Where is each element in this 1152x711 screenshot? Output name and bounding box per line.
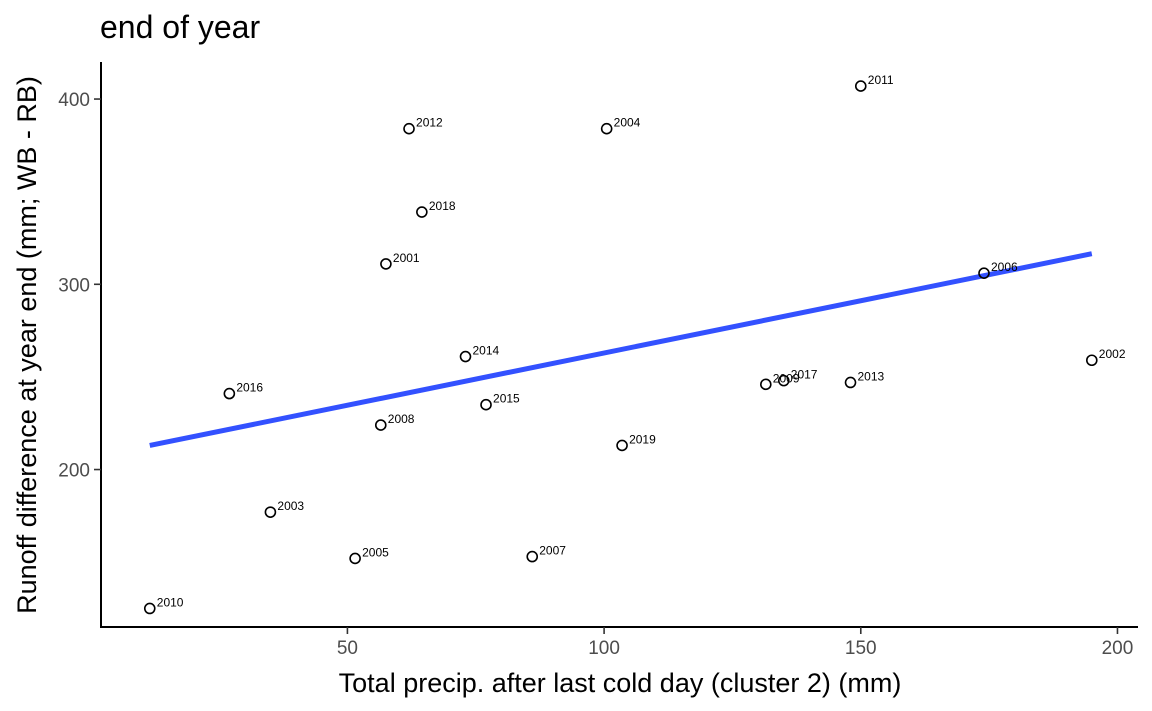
point-label: 2019 bbox=[629, 432, 656, 446]
point-label: 2013 bbox=[858, 369, 885, 383]
x-tick-label: 200 bbox=[1102, 638, 1134, 659]
point-label: 2016 bbox=[236, 381, 263, 395]
point-label: 2017 bbox=[791, 368, 818, 382]
point-label: 2015 bbox=[493, 392, 520, 406]
data-point bbox=[143, 602, 156, 615]
y-tick-label: 400 bbox=[58, 90, 90, 111]
data-point bbox=[600, 122, 613, 135]
data-point bbox=[459, 350, 472, 363]
y-tick-label: 300 bbox=[58, 275, 90, 296]
data-point bbox=[349, 552, 361, 565]
data-point bbox=[844, 376, 857, 389]
point-label: 2006 bbox=[991, 260, 1018, 274]
x-tick-label: 50 bbox=[337, 638, 358, 659]
y-tick-label: 200 bbox=[58, 461, 90, 482]
point-label: 2005 bbox=[362, 545, 389, 559]
data-point bbox=[223, 387, 236, 400]
data-point bbox=[760, 378, 772, 391]
data-point bbox=[380, 258, 392, 270]
data-point bbox=[526, 550, 539, 563]
point-label: 2018 bbox=[429, 199, 456, 213]
data-point bbox=[777, 374, 790, 387]
data-point bbox=[403, 122, 415, 135]
point-label: 2014 bbox=[472, 344, 499, 358]
y-axis-title: Runoff difference at year end (mm; WB - … bbox=[12, 76, 42, 614]
point-label: 2004 bbox=[614, 116, 641, 130]
chart-title: end of year bbox=[100, 9, 260, 45]
trend-line bbox=[149, 251, 1093, 448]
x-tick-label: 100 bbox=[588, 638, 620, 659]
data-point bbox=[854, 80, 867, 92]
point-label: 2010 bbox=[157, 595, 184, 609]
x-tick-label: 150 bbox=[845, 638, 877, 659]
point-label: 2007 bbox=[539, 544, 566, 558]
data-point bbox=[616, 439, 628, 452]
data-point bbox=[264, 506, 277, 518]
x-axis-title: Total precip. after last cold day (clust… bbox=[339, 668, 902, 698]
plot-area: 50 100 150 200 200 300 400 2001 2002 2003 2004 2005… bbox=[58, 62, 1138, 659]
point-label: 2008 bbox=[388, 412, 415, 426]
data-point bbox=[480, 398, 492, 411]
data-point bbox=[374, 419, 387, 431]
point-label: 2012 bbox=[416, 116, 443, 130]
data-point bbox=[416, 206, 428, 218]
data-point bbox=[1085, 354, 1098, 367]
point-label: 2003 bbox=[277, 499, 304, 513]
point-label: 2002 bbox=[1099, 347, 1126, 361]
data-point bbox=[978, 267, 990, 279]
point-label: 2011 bbox=[868, 73, 894, 87]
point-label: 2001 bbox=[393, 251, 420, 265]
